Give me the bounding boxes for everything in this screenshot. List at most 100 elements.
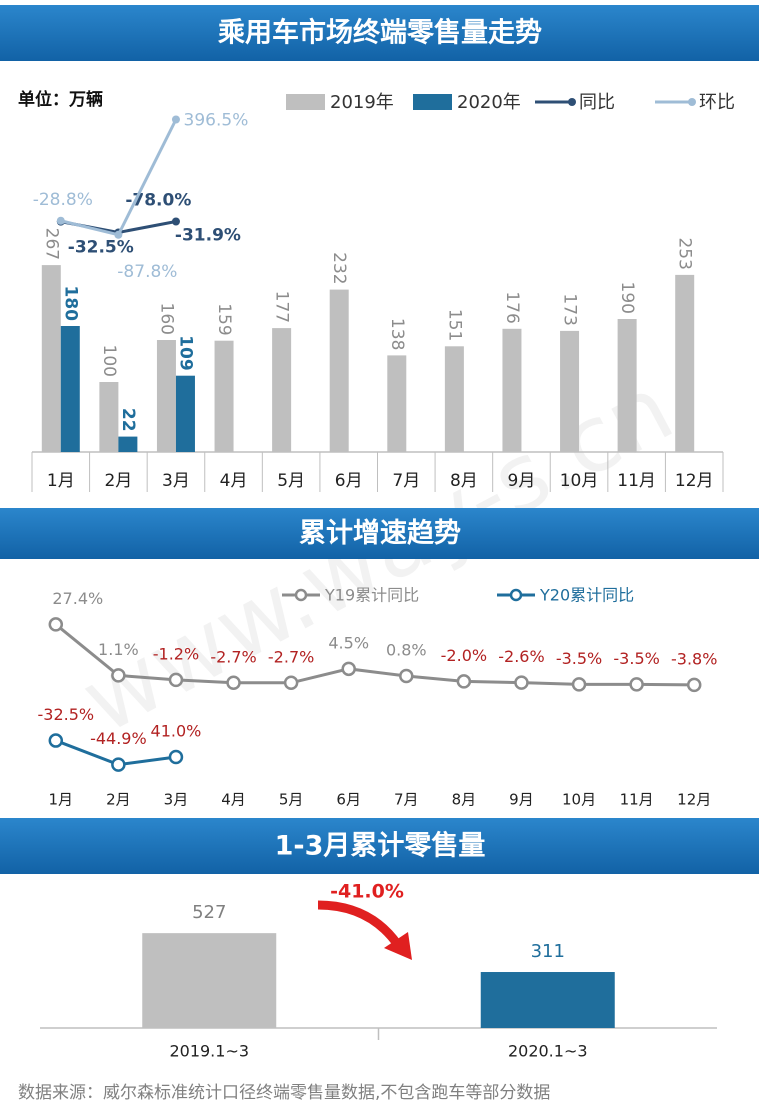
data-label: -28.8% <box>33 190 93 210</box>
line-point <box>111 668 126 683</box>
x-tick-label: 7月 <box>394 791 419 809</box>
x-tick-label: 2月 <box>106 791 131 809</box>
chart-title: 累计增速趋势 <box>299 517 461 549</box>
bar-label: 159 <box>214 303 234 335</box>
bar-label: 173 <box>560 293 580 325</box>
unit-label: 单位：万辆 <box>18 89 103 110</box>
bar <box>617 319 637 452</box>
x-tick-label: 6月 <box>335 471 363 491</box>
line-point <box>171 217 180 226</box>
bar-label: 177 <box>272 291 292 323</box>
legend-label: Y19累计同比 <box>324 586 419 605</box>
bar <box>142 933 277 1028</box>
x-tick-label: 2月 <box>104 471 132 491</box>
x-tick-label: 1月 <box>49 791 74 809</box>
legend-dot <box>688 98 696 106</box>
data-label: -32.5% <box>68 238 134 258</box>
bar <box>156 340 176 452</box>
x-tick-label: 7月 <box>392 471 420 491</box>
legend-dot <box>509 588 523 602</box>
header-bar <box>0 818 759 874</box>
x-tick-label: 11月 <box>620 791 654 809</box>
line-point <box>168 672 184 688</box>
line-point <box>283 675 299 691</box>
x-tick-label: 4月 <box>221 791 246 809</box>
data-label: 41.0% <box>151 722 202 741</box>
data-label: -2.6% <box>498 647 544 666</box>
x-tick-label: 5月 <box>279 791 304 809</box>
data-label: 4.5% <box>328 633 369 652</box>
data-label: -2.7% <box>268 647 314 666</box>
x-tick-label: 2020.1~3 <box>508 1042 588 1061</box>
bar-label: 22 <box>118 408 138 432</box>
legend-swatch <box>286 94 325 110</box>
bar <box>329 289 349 452</box>
line-point <box>226 675 241 691</box>
line-point <box>399 668 414 684</box>
data-label: -2.7% <box>210 647 256 666</box>
line-point <box>48 733 64 748</box>
x-tick-label: 10月 <box>560 471 599 491</box>
line-point <box>571 677 587 692</box>
x-tick-label: 8月 <box>452 791 477 809</box>
bar-label: 180 <box>60 286 80 322</box>
data-label: -32.5% <box>37 705 94 724</box>
arrow <box>317 900 402 948</box>
legend-swatch <box>413 94 452 110</box>
line-point <box>514 675 529 690</box>
data-label: 27.4% <box>52 589 103 608</box>
data-label: -3.5% <box>613 649 659 668</box>
x-tick-label: 10月 <box>562 791 596 809</box>
bar-label: 311 <box>531 941 565 962</box>
bar <box>41 265 61 452</box>
x-tick-label: 3月 <box>164 791 189 809</box>
bar-label: 109 <box>175 335 195 371</box>
source-note: 数据来源：威尔森标准统计口径终端零售量数据,不包含跑车等部分数据 <box>18 1083 550 1103</box>
x-tick-label: 11月 <box>617 471 656 491</box>
data-label: -44.9% <box>90 729 147 748</box>
line-point <box>686 677 702 693</box>
bar-label: 253 <box>675 237 695 269</box>
line-point <box>456 674 472 689</box>
bar-label: 527 <box>192 902 226 923</box>
x-tick-label: 1月 <box>47 471 75 491</box>
x-tick-label: 12月 <box>675 471 714 491</box>
annotation: -41.0% <box>330 881 404 903</box>
line <box>54 623 695 687</box>
data-label: -3.8% <box>671 649 717 668</box>
bar-label: 100 <box>99 345 119 377</box>
x-tick-label: 6月 <box>336 791 361 809</box>
bar <box>480 972 615 1028</box>
bar <box>118 436 138 452</box>
bar-label: 176 <box>502 291 522 323</box>
x-tick-label: 5月 <box>277 471 305 491</box>
x-tick-label: 8月 <box>450 471 478 491</box>
x-tick-label: 9月 <box>509 791 534 809</box>
data-label: 1.1% <box>98 640 139 659</box>
legend-label: 环比 <box>699 92 735 113</box>
line-point <box>629 677 644 692</box>
data-label: -1.2% <box>153 644 199 663</box>
data-label: -87.8% <box>117 262 177 282</box>
bar-label: 232 <box>329 252 349 284</box>
bar <box>272 328 292 452</box>
data-label: 396.5% <box>184 111 249 131</box>
bar <box>444 346 464 452</box>
bar-label: 160 <box>156 303 176 335</box>
x-tick-label: 3月 <box>162 471 190 491</box>
data-label: -31.9% <box>175 226 241 246</box>
bar-label: 190 <box>617 282 637 314</box>
line-point <box>48 617 64 632</box>
bar <box>60 326 80 452</box>
data-label: -2.0% <box>441 646 487 665</box>
bar <box>675 274 695 452</box>
legend-label: 同比 <box>579 92 615 113</box>
bar <box>560 330 580 452</box>
arrow-head <box>384 932 412 960</box>
line-point <box>111 757 126 772</box>
bar <box>99 382 119 452</box>
bar-label: 138 <box>387 318 407 350</box>
line-point <box>56 216 65 225</box>
